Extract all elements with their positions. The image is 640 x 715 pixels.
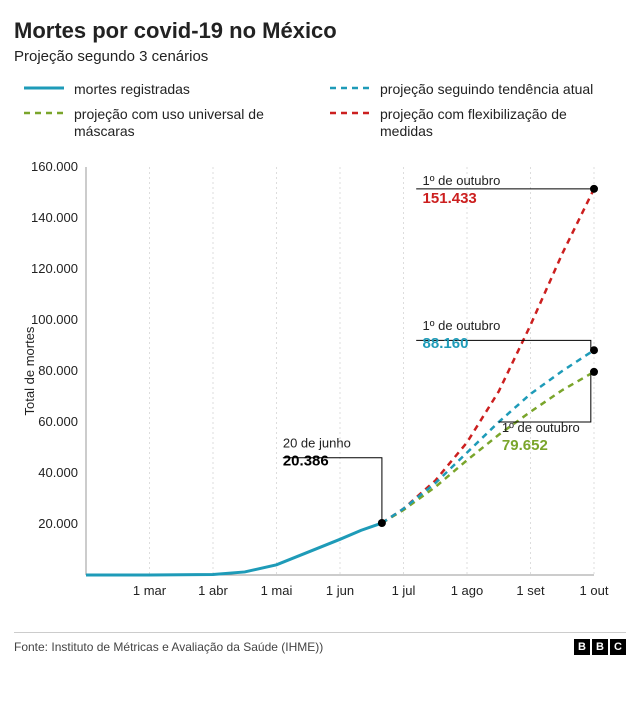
svg-text:1º de outubro: 1º de outubro [423,319,501,334]
legend-label-masks: projeção com uso universal de máscaras [74,106,310,140]
svg-text:1 out: 1 out [580,583,609,598]
svg-text:1 abr: 1 abr [198,583,228,598]
svg-text:1 mai: 1 mai [261,583,293,598]
legend-item-registered: mortes registradas [24,81,310,98]
svg-text:120.000: 120.000 [31,261,78,276]
svg-text:1 mar: 1 mar [133,583,167,598]
bbc-logo: BBC [574,639,626,655]
svg-text:100.000: 100.000 [31,312,78,327]
legend-swatch-ease [330,106,370,120]
svg-text:151.433: 151.433 [423,190,477,207]
svg-text:1 jul: 1 jul [392,583,416,598]
chart-subtitle: Projeção segundo 3 cenários [14,48,626,65]
chart-area: 1 mar 1 abr 1 mai 1 jun 1 jul 1 ago 1 set 1 out… [14,157,626,622]
legend-label-current: projeção seguindo tendência atual [380,81,593,98]
svg-text:1 ago: 1 ago [451,583,484,598]
legend-item-ease: projeção com flexibilização de medidas [330,106,616,140]
chart-title: Mortes por covid-19 no México [14,18,626,44]
svg-text:20 de junho: 20 de junho [283,436,351,451]
legend-swatch-current [330,81,370,95]
legend-item-masks: projeção com uso universal de máscaras [24,106,310,140]
svg-text:79.652: 79.652 [502,438,548,455]
legend: mortes registradas projeção seguindo ten… [14,81,626,139]
legend-item-current: projeção seguindo tendência atual [330,81,616,98]
svg-text:1 jun: 1 jun [326,583,354,598]
svg-text:1º de outubro: 1º de outubro [423,173,501,188]
legend-swatch-masks [24,106,64,120]
source-text: Fonte: Instituto de Métricas e Avaliação… [14,640,323,654]
svg-text:140.000: 140.000 [31,210,78,225]
footer: Fonte: Instituto de Métricas e Avaliação… [14,632,626,655]
svg-text:40.000: 40.000 [38,465,78,480]
legend-swatch-registered [24,81,64,95]
line-chart: 1 mar 1 abr 1 mai 1 jun 1 jul 1 ago 1 set 1 out… [14,157,614,617]
svg-text:160.000: 160.000 [31,159,78,174]
svg-text:1 set: 1 set [516,583,545,598]
legend-label-registered: mortes registradas [74,81,190,98]
svg-text:20.000: 20.000 [38,516,78,531]
svg-text:88.160: 88.160 [423,336,469,353]
svg-text:Total de mortes: Total de mortes [22,326,37,415]
legend-label-ease: projeção com flexibilização de medidas [380,106,616,140]
svg-text:20.386: 20.386 [283,453,329,470]
svg-text:1º de outubro: 1º de outubro [502,421,580,436]
svg-text:60.000: 60.000 [38,414,78,429]
svg-text:80.000: 80.000 [38,363,78,378]
